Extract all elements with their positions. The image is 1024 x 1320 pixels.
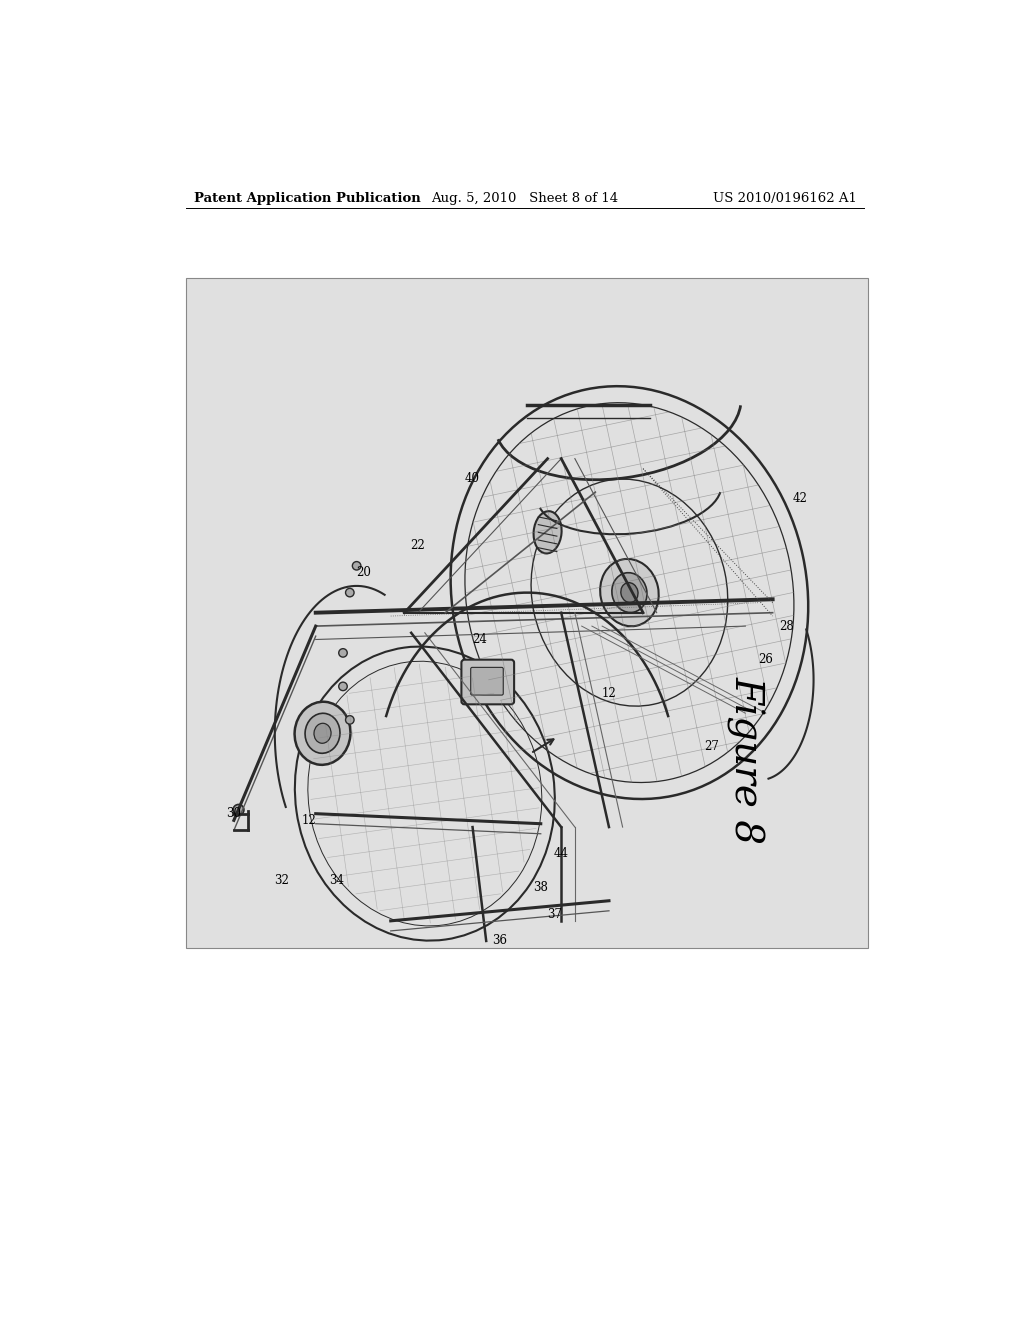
Ellipse shape [295,702,350,764]
Text: 24: 24 [472,634,486,645]
Text: 28: 28 [779,619,794,632]
Text: 12: 12 [301,814,316,826]
Circle shape [345,715,354,725]
Text: 32: 32 [274,874,289,887]
Ellipse shape [534,511,561,553]
Text: Patent Application Publication: Patent Application Publication [194,191,421,205]
Ellipse shape [305,713,340,754]
Circle shape [345,589,354,597]
Text: 30: 30 [226,807,242,820]
Text: 34: 34 [329,874,344,887]
Text: US 2010/0196162 A1: US 2010/0196162 A1 [713,191,856,205]
Ellipse shape [612,573,647,612]
Text: Figure 8: Figure 8 [726,676,764,843]
Ellipse shape [621,582,638,602]
Text: 22: 22 [411,539,425,552]
FancyBboxPatch shape [462,660,514,705]
Text: 12: 12 [601,686,616,700]
Text: 37: 37 [547,908,562,920]
Circle shape [339,648,347,657]
Ellipse shape [600,558,658,626]
Ellipse shape [314,723,331,743]
Circle shape [352,561,360,570]
Text: Aug. 5, 2010   Sheet 8 of 14: Aug. 5, 2010 Sheet 8 of 14 [431,191,618,205]
Text: 26: 26 [759,653,773,667]
Text: 38: 38 [534,880,548,894]
Bar [186,277,868,948]
Circle shape [339,682,347,690]
Text: 20: 20 [356,566,371,579]
Text: 36: 36 [493,935,507,948]
Circle shape [233,804,244,816]
Text: 40: 40 [465,473,480,486]
Text: 27: 27 [703,741,719,754]
FancyBboxPatch shape [471,668,503,696]
Text: 44: 44 [554,847,568,861]
Text: 42: 42 [793,492,807,506]
